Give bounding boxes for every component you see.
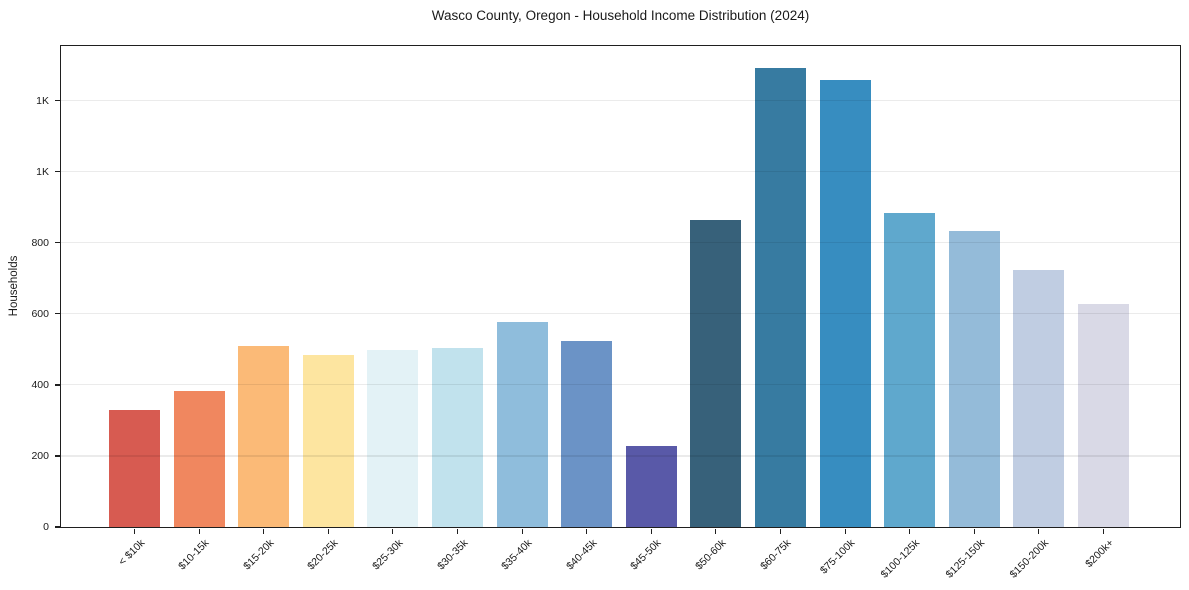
y-tick-label: 200 [31, 449, 49, 462]
x-tick-mark [1102, 528, 1105, 534]
gridline [61, 100, 1180, 102]
x-tick-label: $125-150k [943, 537, 987, 581]
plot-area: < $10k $10-15k $15-20k $20-25k $25-30k $30-35… [31, 45, 1181, 581]
x-tick-label: $20-25k [305, 537, 341, 573]
chart-title: Wasco County, Oregon - Household Income … [431, 8, 810, 23]
x-tick-label: $35-40k [499, 537, 535, 573]
x-tick-mark [715, 528, 717, 534]
y-tick-label: 0 [43, 521, 49, 533]
x-tick-mark [1038, 528, 1040, 534]
gridline [61, 171, 1180, 173]
x-tick-label: $30-35k [434, 537, 470, 573]
x-tick-mark [779, 528, 782, 534]
x-tick-mark [327, 528, 329, 534]
x-tick-label: $150-200k [1007, 537, 1052, 581]
y-tick-mark [54, 171, 60, 173]
y-tick-mark [54, 100, 60, 102]
bar [948, 230, 1000, 527]
bar [625, 446, 677, 527]
gridline [61, 242, 1180, 244]
bar [367, 349, 419, 527]
x-tick-mark [650, 528, 652, 534]
y-tick-mark [54, 384, 60, 386]
x-tick-label: $75-100k [818, 537, 858, 577]
bar [561, 340, 613, 527]
x-tick-label: $40-45k [563, 537, 600, 573]
bar [690, 220, 742, 527]
y-tick-label: 600 [31, 307, 49, 320]
x-tick-label: $60-75k [757, 537, 793, 573]
y-tick-label: 800 [31, 236, 49, 249]
y-tick-mark [54, 313, 60, 315]
y-tick-label: 1K [36, 165, 49, 178]
bar [238, 345, 290, 527]
bar [496, 321, 548, 527]
gridline [61, 313, 1180, 315]
bar [1013, 269, 1065, 527]
x-tick-label: $50-60k [693, 537, 729, 573]
x-tick-mark [133, 528, 136, 534]
x-tick-label: $45-50k [628, 537, 664, 573]
bar [432, 348, 483, 527]
bar [1078, 303, 1129, 527]
x-tick-mark [844, 528, 846, 534]
bar [755, 68, 806, 527]
y-tick-label: 400 [31, 378, 49, 391]
x-tick-mark [198, 528, 200, 534]
bar [884, 212, 936, 527]
x-tick-label: $200k+ [1082, 537, 1116, 571]
bar [819, 80, 871, 527]
x-tick-label: $15-20k [240, 537, 277, 573]
x-tick-label: $25-30k [370, 537, 406, 573]
x-tick-mark [521, 528, 523, 534]
x-tick-label: < $10k [115, 537, 147, 568]
x-tick-mark [973, 528, 975, 534]
gridline [61, 455, 1180, 457]
y-tick-mark [54, 526, 60, 528]
x-tick-mark [392, 528, 394, 534]
y-tick-label: 1K [36, 94, 49, 107]
bar [109, 410, 160, 527]
y-tick-mark [54, 242, 60, 244]
gridline [61, 384, 1180, 386]
x-tick-label: $100-125k [878, 537, 923, 581]
x-tick-mark [586, 528, 588, 534]
bar [173, 391, 225, 527]
x-tick-mark [456, 528, 459, 534]
y-tick-mark [54, 455, 60, 457]
x-tick-label: $10-15k [176, 537, 212, 573]
bar [302, 355, 354, 527]
x-tick-mark [263, 528, 265, 534]
x-tick-mark [909, 528, 911, 534]
